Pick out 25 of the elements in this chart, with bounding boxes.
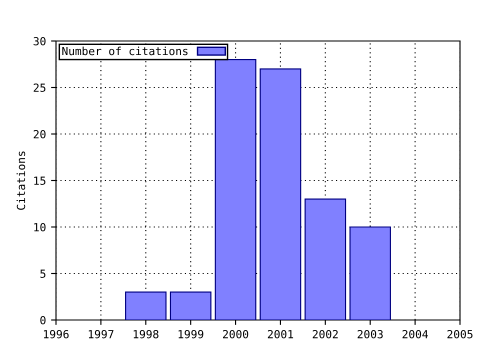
x-tick-label: 2000 bbox=[223, 330, 248, 338]
bar bbox=[304, 198, 346, 320]
bar bbox=[125, 292, 167, 320]
x-tick-label: 1998 bbox=[134, 330, 158, 338]
y-tick-label: 0 bbox=[40, 316, 46, 324]
y-tick-label: 30 bbox=[34, 37, 46, 46]
x-tick-label: 2004 bbox=[402, 330, 428, 338]
y-tick-label: 25 bbox=[34, 84, 46, 92]
legend-label: Number of citations bbox=[62, 46, 188, 56]
y-tick-label: 20 bbox=[34, 130, 46, 138]
x-tick-label: 2003 bbox=[358, 330, 383, 338]
bar bbox=[170, 292, 212, 320]
y-tick-label: 15 bbox=[34, 176, 46, 185]
x-tick-label: 1999 bbox=[178, 330, 204, 338]
bar bbox=[349, 226, 391, 320]
x-tick-label: 2002 bbox=[312, 330, 338, 338]
y-tick-label: 10 bbox=[34, 223, 46, 232]
bar bbox=[260, 68, 302, 320]
y-axis-title: Citations bbox=[16, 151, 26, 210]
x-tick-label: 2005 bbox=[447, 330, 472, 338]
x-tick-label: 2001 bbox=[268, 330, 294, 338]
x-tick-label: 1996 bbox=[44, 330, 69, 338]
y-tick-label: 5 bbox=[40, 270, 46, 278]
x-tick-label: 1997 bbox=[88, 330, 114, 338]
bar bbox=[214, 59, 256, 320]
